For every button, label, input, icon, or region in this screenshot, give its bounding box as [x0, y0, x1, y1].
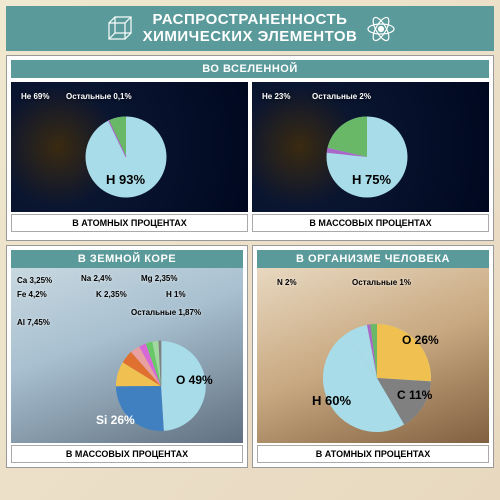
- poster-title: РАСПРОСТРАНЕННОСТЬХИМИЧЕСКИХ ЭЛЕМЕНТОВ: [143, 12, 358, 45]
- poster: РАСПРОСТРАНЕННОСТЬХИМИЧЕСКИХ ЭЛЕМЕНТОВ В…: [0, 0, 500, 500]
- lbl-al: Al 7,45%: [17, 318, 50, 327]
- panel-universe-title: ВО ВСЕЛЕННОЙ: [11, 60, 489, 78]
- panel-body: В ОРГАНИЗМЕ ЧЕЛОВЕКА N 2% Остальные 1% O…: [252, 245, 494, 468]
- lbl-other-1: Остальные 0,1%: [66, 92, 132, 101]
- lbl-mg: Mg 2,35%: [141, 274, 177, 283]
- lbl-h-1: H 93%: [106, 172, 145, 187]
- lbl-si: Si 26%: [96, 413, 135, 427]
- chart-crust: Ca 3,25% Fe 4,2% Al 7,45% Na 2,4% K 2,35…: [11, 268, 243, 443]
- lbl-fe: Fe 4,2%: [17, 290, 47, 299]
- lbl-h-b: H 60%: [312, 393, 351, 408]
- chart-universe-atomic: He 69% Остальные 0,1% H 93%: [11, 82, 248, 212]
- atom-icon: [365, 13, 397, 45]
- lbl-other-cr: Остальные 1,87%: [131, 308, 201, 317]
- lbl-o: O 49%: [176, 373, 213, 387]
- lbl-other-2: Остальные 2%: [312, 92, 371, 101]
- lbl-na: Na 2,4%: [81, 274, 112, 283]
- lbl-k: K 2,35%: [96, 290, 127, 299]
- lbl-he-1: He 69%: [21, 92, 49, 101]
- pie-universe-atomic: [81, 112, 171, 202]
- lbl-he-2: He 23%: [262, 92, 290, 101]
- header: РАСПРОСТРАНЕННОСТЬХИМИЧЕСКИХ ЭЛЕМЕНТОВ: [6, 6, 494, 51]
- lbl-ca: Ca 3,25%: [17, 276, 52, 285]
- lbl-n: N 2%: [277, 278, 297, 287]
- lbl-hcr: H 1%: [166, 290, 186, 299]
- lbl-other-b: Остальные 1%: [352, 278, 411, 287]
- panel-body-title: В ОРГАНИЗМЕ ЧЕЛОВЕКА: [257, 250, 489, 268]
- lbl-c: C 11%: [397, 388, 432, 402]
- lbl-o-b: O 26%: [402, 333, 439, 347]
- chart-universe-mass: He 23% Остальные 2% H 75%: [252, 82, 489, 212]
- pie-universe-mass: [322, 112, 412, 202]
- caption-universe-mass: В МАССОВЫХ ПРОЦЕНТАХ: [252, 214, 489, 232]
- panel-crust-title: В ЗЕМНОЙ КОРЕ: [11, 250, 243, 268]
- chart-body: N 2% Остальные 1% O 26% C 11% H 60%: [257, 268, 489, 443]
- caption-crust: В МАССОВЫХ ПРОЦЕНТАХ: [11, 445, 243, 463]
- caption-universe-atomic: В АТОМНЫХ ПРОЦЕНТАХ: [11, 214, 248, 232]
- cube-icon: [103, 13, 135, 45]
- lbl-h-2: H 75%: [352, 172, 391, 187]
- panel-universe: ВО ВСЕЛЕННОЙ He 69% Остальные 0,1% H 93%…: [6, 55, 494, 241]
- caption-body: В АТОМНЫХ ПРОЦЕНТАХ: [257, 445, 489, 463]
- panel-crust: В ЗЕМНОЙ КОРЕ Ca 3,25% Fe 4,2% Al 7,45% …: [6, 245, 248, 468]
